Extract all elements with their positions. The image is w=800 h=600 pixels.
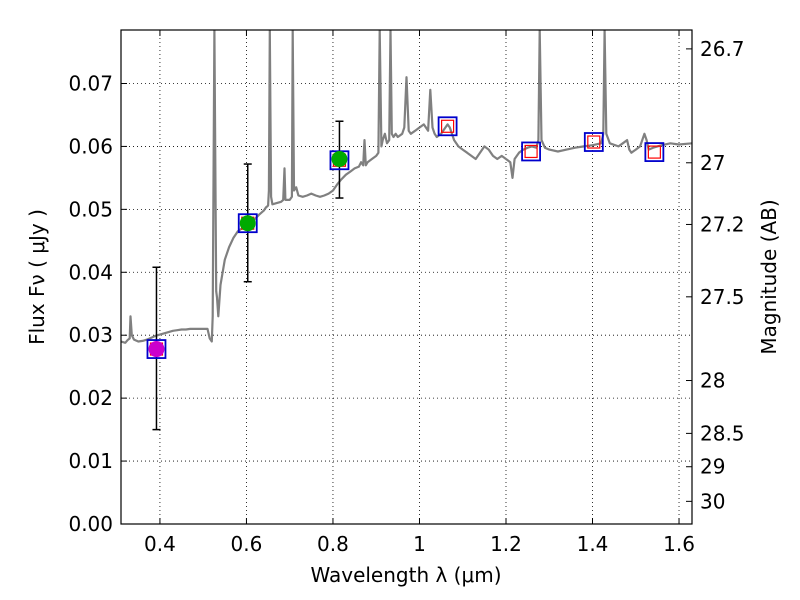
y2-tick-label: 28.5 — [700, 421, 745, 445]
model-box-outer — [521, 141, 541, 162]
x-tick-label: 0.8 — [317, 532, 349, 556]
y-tick-label: 0.03 — [68, 323, 113, 347]
y-tick-label: 0.01 — [68, 449, 113, 473]
y2-tick-label: 27 — [700, 151, 725, 175]
x-tick-label: 0.6 — [231, 532, 263, 556]
axis-ticks — [121, 30, 692, 525]
y2-axis-label: Magnitude (AB) — [757, 199, 781, 354]
x-axis-label: Wavelength λ (μm) — [310, 563, 501, 587]
x-tick-labels: 0.4 0.6 0.8 1 1.2 1.4 1.6 — [144, 532, 695, 556]
spectrum-line — [121, 30, 692, 344]
errorbars — [152, 120, 344, 431]
photometry-points — [148, 151, 348, 358]
photometry-point — [239, 215, 256, 232]
model-box-inner — [524, 144, 538, 159]
photometry-point — [148, 341, 165, 358]
y-tick-label: 0.04 — [68, 260, 113, 284]
y2-tick-label: 30 — [700, 489, 725, 513]
y2-tick-label: 28 — [700, 369, 725, 393]
y-tick-label: 0.00 — [68, 512, 113, 536]
model-box-inner — [647, 145, 661, 159]
y-tick-labels: 0.00 0.01 0.02 0.03 0.04 0.05 0.06 0.07 — [68, 71, 113, 536]
y2-tick-label: 29 — [700, 455, 725, 479]
y2-tick-label: 27.5 — [700, 285, 745, 309]
x-tick-label: 1 — [413, 532, 426, 556]
y2-tick-labels: 26.7 27 27.2 27.5 28 28.5 29 30 — [700, 37, 745, 513]
y-axis-label: Flux Fν ( μJy ) — [25, 209, 49, 345]
x-tick-label: 1.2 — [490, 532, 522, 556]
y-tick-label: 0.06 — [68, 134, 113, 158]
plot-frame — [120, 29, 693, 525]
spectrum-series — [121, 30, 692, 344]
y-tick-label: 0.05 — [68, 197, 113, 221]
model-box-outer — [644, 142, 665, 162]
x-tick-label: 1.4 — [577, 532, 609, 556]
model-box-outer — [237, 213, 258, 234]
y2-tick-label: 27.2 — [700, 212, 745, 236]
model-boxes — [146, 116, 665, 359]
model-box-inner — [587, 135, 601, 149]
x-tick-label: 0.4 — [144, 532, 176, 556]
model-box-outer — [146, 339, 167, 359]
model-box-outer — [437, 116, 458, 137]
y-tick-label: 0.02 — [68, 386, 113, 410]
photometry-point — [331, 151, 348, 168]
y2-tick-label: 26.7 — [700, 37, 745, 61]
y-tick-label: 0.07 — [68, 71, 113, 95]
model-box-outer — [583, 132, 604, 152]
model-box-inner — [440, 119, 455, 133]
x-tick-label: 1.6 — [663, 532, 695, 556]
